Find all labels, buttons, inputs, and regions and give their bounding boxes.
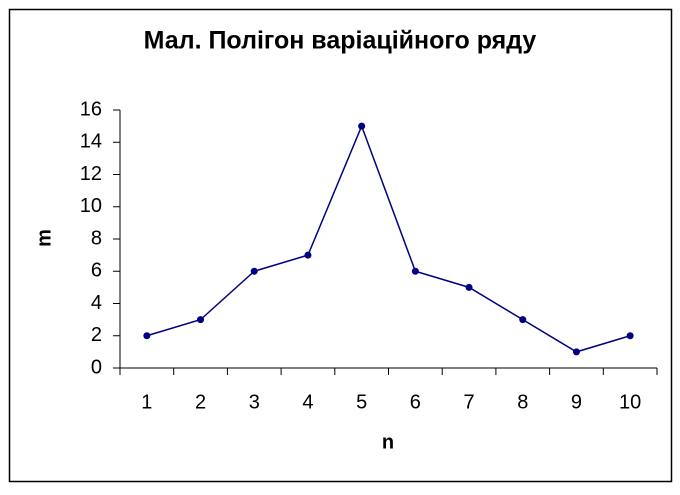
y-tick-label: 14	[80, 131, 102, 153]
data-point	[197, 316, 205, 324]
x-axis-label: n	[382, 431, 394, 453]
y-tick-label: 0	[91, 356, 102, 378]
data-point	[143, 332, 151, 340]
y-tick-label: 6	[91, 260, 102, 282]
x-tick-label: 5	[356, 391, 367, 413]
x-tick-label: 6	[410, 391, 421, 413]
data-point	[626, 332, 634, 340]
y-tick-label: 12	[80, 163, 102, 185]
series-line	[146, 124, 631, 353]
data-point	[358, 122, 366, 130]
y-tick-label: 16	[80, 98, 102, 120]
y-tick-label: 2	[91, 324, 102, 346]
x-tick-label: 3	[249, 391, 260, 413]
data-point	[304, 251, 312, 259]
chart-title: Мал. Полігон варіаційного ряду	[144, 27, 537, 55]
y-tick-label: 8	[91, 227, 102, 249]
data-point	[572, 348, 580, 356]
data-point	[250, 267, 258, 275]
x-tick-label: 1	[141, 391, 152, 413]
x-tick-label: 8	[517, 391, 528, 413]
x-tick-label: 4	[302, 391, 313, 413]
x-tick-label: 9	[571, 391, 582, 413]
y-tick-label: 10	[80, 195, 102, 217]
x-tick-label: 2	[195, 391, 206, 413]
x-tick-label: 10	[619, 391, 641, 413]
y-axis-label: m	[33, 229, 55, 247]
x-tick-label: 7	[463, 391, 474, 413]
y-tick-label: 4	[91, 292, 102, 314]
data-point	[411, 267, 419, 275]
data-point	[519, 316, 527, 324]
data-point	[465, 283, 473, 291]
